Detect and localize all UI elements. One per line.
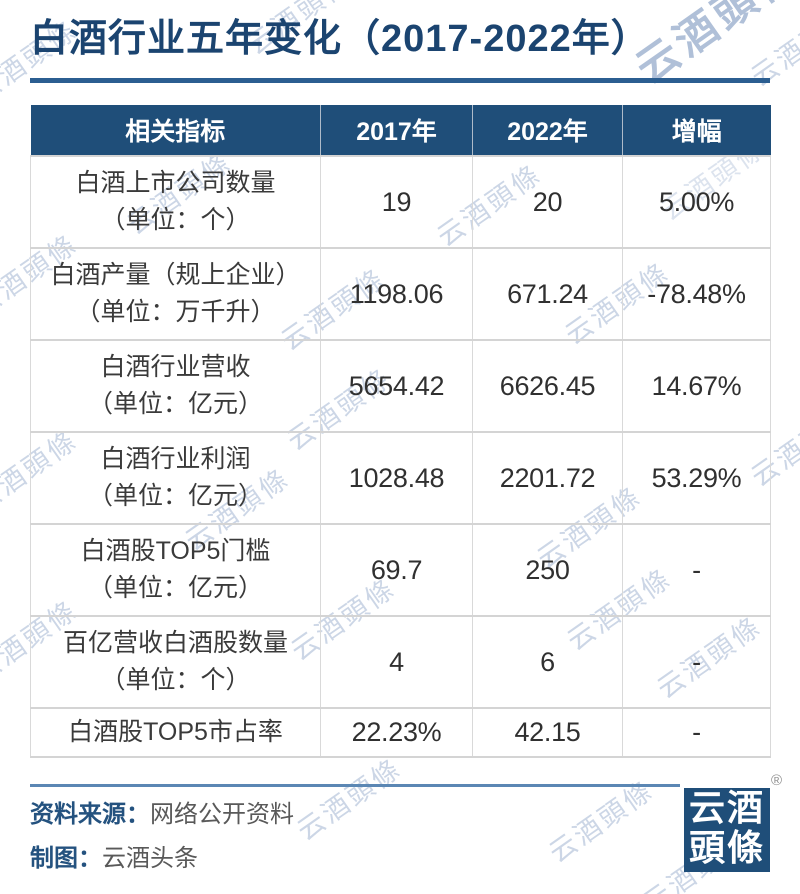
indicator-name: 百亿营收白酒股数量	[62, 629, 288, 657]
value-2017-cell: 1198.06	[320, 247, 473, 341]
table-row: 白酒行业营收 （单位：亿元） 5654.42 6626.45 14.67%	[30, 339, 771, 433]
indicator-unit: （单位：万千升）	[75, 298, 276, 326]
source-value: 网络公开资料	[150, 801, 294, 828]
indicator-unit: （单位：亿元）	[87, 390, 263, 418]
indicator-unit: （单位：亿元）	[87, 574, 263, 602]
header-cell-2022: 2022年	[472, 105, 623, 156]
value-2017-cell: 69.7	[320, 523, 473, 617]
value-2022-cell: 6626.45	[472, 339, 623, 433]
credits: 资料来源：网络公开资料 制图：云酒头条	[30, 787, 770, 874]
indicator-cell: 白酒股TOP5市占率	[30, 707, 321, 758]
value-2022-cell: 2201.72	[472, 431, 623, 525]
indicator-cell: 百亿营收白酒股数量 （单位：个）	[30, 615, 321, 709]
indicator-name: 白酒股TOP5市占率	[68, 718, 283, 746]
indicator-unit: （单位：亿元）	[87, 482, 263, 510]
table-row: 白酒上市公司数量 （单位：个） 19 20 5.00%	[30, 155, 771, 249]
footer: 资料来源：网络公开资料 制图：云酒头条 ® 云酒 頭條	[30, 773, 782, 874]
industry-table: 相关指标 2017年 2022年 增幅 白酒上市公司数量 （单位：个） 19 2…	[30, 105, 771, 758]
table-header-row: 相关指标 2017年 2022年 增幅	[30, 105, 771, 156]
table-row: 白酒股TOP5门槛 （单位：亿元） 69.7 250 -	[30, 523, 771, 617]
source-line: 资料来源：网络公开资料	[30, 800, 770, 830]
indicator-name: 白酒股TOP5门槛	[80, 537, 271, 565]
value-2017-cell: 22.23%	[320, 707, 473, 758]
change-cell: -78.48%	[622, 247, 771, 341]
logo-text-line2: 頭條	[688, 828, 765, 868]
header-cell-indicator: 相关指标	[30, 105, 321, 156]
change-cell: 53.29%	[622, 431, 771, 525]
change-cell: -	[622, 523, 771, 617]
indicator-cell: 白酒股TOP5门槛 （单位：亿元）	[30, 523, 321, 617]
value-2017-cell: 5654.42	[320, 339, 473, 433]
indicator-name: 白酒产量（规上企业）	[50, 261, 301, 289]
indicator-cell: 白酒上市公司数量 （单位：个）	[30, 155, 321, 249]
title-underline	[30, 78, 770, 83]
credit-line: 制图：云酒头条	[30, 844, 770, 874]
value-2022-cell: 6	[472, 615, 623, 709]
page-title: 白酒行业五年变化（2017-2022年）	[30, 18, 650, 60]
value-2017-cell: 1028.48	[320, 431, 473, 525]
indicator-name: 白酒行业营收	[100, 353, 251, 381]
source-label: 资料来源：	[30, 801, 150, 828]
indicator-unit: （单位：个）	[100, 666, 251, 694]
indicator-cell: 白酒产量（规上企业） （单位：万千升）	[30, 247, 321, 341]
table-row: 白酒股TOP5市占率 22.23% 42.15 -	[30, 707, 771, 758]
credit-value: 云酒头条	[102, 845, 198, 872]
table-row: 白酒行业利润 （单位：亿元） 1028.48 2201.72 53.29%	[30, 431, 771, 525]
indicator-cell: 白酒行业营收 （单位：亿元）	[30, 339, 321, 433]
credit-label: 制图：	[30, 845, 102, 872]
indicator-name: 白酒上市公司数量	[75, 169, 276, 197]
header-cell-2017: 2017年	[320, 105, 473, 156]
table-row: 白酒产量（规上企业） （单位：万千升） 1198.06 671.24 -78.4…	[30, 247, 771, 341]
change-cell: 5.00%	[622, 155, 771, 249]
change-cell: -	[622, 707, 771, 758]
value-2022-cell: 42.15	[472, 707, 623, 758]
value-2017-cell: 4	[320, 615, 473, 709]
indicator-cell: 白酒行业利润 （单位：亿元）	[30, 431, 321, 525]
logo-text-line1: 云酒	[688, 788, 765, 828]
value-2022-cell: 671.24	[472, 247, 623, 341]
value-2022-cell: 250	[472, 523, 623, 617]
header-cell-change: 增幅	[622, 105, 771, 156]
change-cell: -	[622, 615, 771, 709]
content: 白酒行业五年变化（2017-2022年） 相关指标 2017年 2022年 增幅…	[30, 18, 782, 874]
indicator-name: 白酒行业利润	[100, 445, 251, 473]
value-2022-cell: 20	[472, 155, 623, 249]
table-row: 百亿营收白酒股数量 （单位：个） 4 6 -	[30, 615, 771, 709]
yunjiu-toutiao-logo: ® 云酒 頭條	[684, 773, 782, 872]
value-2017-cell: 19	[320, 155, 473, 249]
registered-mark: ®	[770, 772, 782, 789]
indicator-unit: （单位：个）	[100, 206, 251, 234]
change-cell: 14.67%	[622, 339, 771, 433]
footer-divider	[30, 784, 680, 787]
